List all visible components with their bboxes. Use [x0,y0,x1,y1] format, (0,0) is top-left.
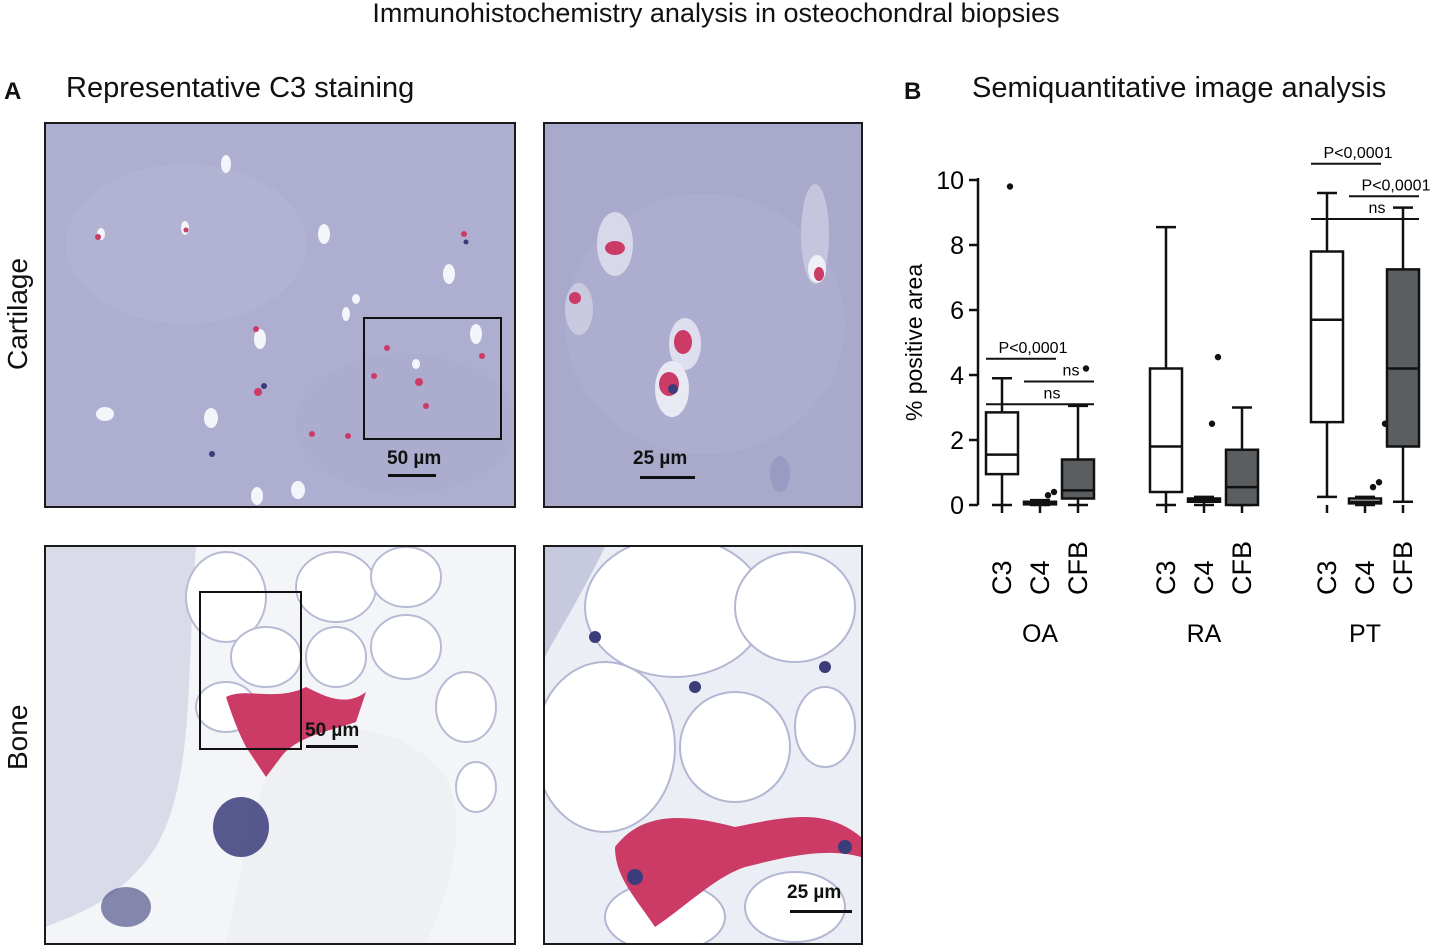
box-PT-CFB [1385,268,1421,448]
significance-label: P<0,0001 [999,340,1068,357]
x-tick-label: C3 [987,560,1017,595]
outlier-point [1208,420,1216,427]
scale-bar-label-bone-low: 50 µm [305,720,360,741]
box-RA-CFB [1224,448,1260,507]
y-tick-label: 6 [950,297,964,325]
group-label-PT: PT [1349,620,1381,648]
bone-micrograph-low [44,545,516,945]
bone-micrograph-high [543,545,863,945]
panel-b-letter: B [904,78,922,105]
box-PT-C3 [1309,250,1345,424]
scale-bar-cartilage-low [388,474,436,477]
bone-zoom-image [545,547,861,943]
bone-tissue-image [46,547,514,943]
scale-bar-label-cartilage-low: 50 µm [387,448,442,469]
panel-a-letter: A [4,78,22,105]
cartilage-zoom-image [545,124,861,506]
row-label-cartilage: Cartilage [2,257,33,370]
y-tick-label: 0 [950,492,964,520]
scale-bar-bone-low [306,745,358,748]
x-tick-label: CFB [1063,541,1093,595]
outlier-point [1044,492,1052,499]
y-axis-label: % positive area [901,264,927,421]
cartilage-tissue-image [46,124,514,506]
cartilage-micrograph-high [543,122,863,508]
significance-label: ns [1044,385,1061,402]
outlier-point [1214,353,1222,361]
significance-label: P<0,0001 [1324,145,1393,162]
outlier-point [1082,365,1090,372]
x-tick-label: CFB [1227,541,1257,595]
significance-label: P<0,0001 [1362,177,1431,194]
panel-b-title: Semiquantitative image analysis [972,72,1387,104]
x-tick-label: C4 [1189,560,1219,595]
outlier-point [1006,183,1014,190]
x-tick-label: C4 [1025,560,1055,595]
group-label-RA: RA [1187,620,1222,648]
box-OA-C3 [984,411,1020,476]
y-tick-label: 4 [950,362,964,390]
box-RA-C3 [1148,367,1184,494]
scale-bar-label-cartilage-high: 25 µm [633,448,688,469]
figure-title: Immunohistochemistry analysis in osteoch… [372,0,1060,28]
group-label-OA: OA [1022,620,1058,648]
scale-bar-bone-high [790,910,852,913]
significance-label: ns [1369,200,1386,217]
outlier-point [1369,483,1377,491]
outlier-point [1050,488,1058,496]
row-label-bone: Bone [2,704,33,770]
scale-bar-cartilage-high [640,476,695,479]
box-OA-CFB [1060,458,1096,500]
x-tick-label: C3 [1151,560,1181,595]
y-tick-label: 10 [936,167,964,195]
significance-label: ns [1063,363,1080,380]
panel-a-title: Representative C3 staining [66,72,415,104]
cartilage-micrograph-low [44,122,516,508]
x-tick-label: C4 [1350,560,1380,595]
x-tick-label: C3 [1312,560,1342,595]
y-tick-label: 2 [950,427,964,455]
scale-bar-label-bone-high: 25 µm [787,882,842,903]
x-tick-label: CFB [1388,541,1418,595]
outlier-point [1375,479,1383,486]
y-tick-label: 8 [950,232,964,260]
